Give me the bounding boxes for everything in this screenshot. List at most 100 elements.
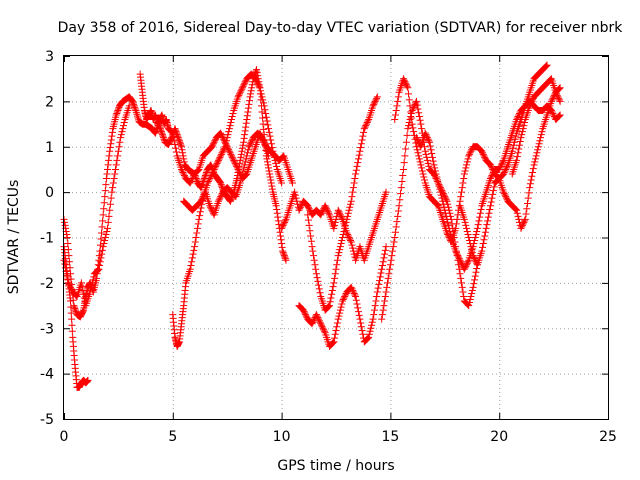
data-point-marker [318,323,326,331]
data-point-marker [248,81,256,89]
data-point-marker [377,269,385,277]
data-point-marker [217,193,225,201]
data-point-marker [278,179,286,187]
data-point-marker [231,192,239,200]
data-point-marker [521,215,529,223]
data-point-marker [342,218,350,226]
data-point-marker [101,193,109,201]
data-point-marker [193,224,201,232]
data-point-marker [461,264,469,272]
data-point-marker [367,324,375,332]
data-point-marker [516,109,524,117]
data-point-marker [256,84,264,92]
data-point-marker [457,258,465,266]
data-point-marker [475,217,483,225]
data-point-marker [98,229,106,237]
data-point-marker [402,81,410,89]
data-point-marker [462,221,470,229]
data-point-marker [323,205,331,213]
data-point-marker [331,270,339,278]
data-point-marker [238,85,246,93]
data-point-marker [172,148,180,156]
data-point-marker [336,211,344,219]
data-point-marker [489,190,497,198]
data-point-marker [274,217,282,225]
data-point-marker [434,201,442,209]
data-point-marker [107,136,115,144]
data-point-marker [349,184,357,192]
data-point-marker [291,188,299,196]
data-point-marker [518,128,526,136]
data-point-marker [364,117,372,125]
data-point-marker [310,252,318,260]
data-point-marker [483,221,491,229]
series-track-6 [180,129,296,219]
data-point-marker [320,326,328,334]
data-point-marker [511,205,519,213]
data-point-marker [364,334,372,342]
data-point-marker [471,234,479,241]
data-point-marker [455,253,463,261]
data-point-marker [350,289,358,297]
data-point-marker [442,196,450,204]
data-point-marker [197,204,205,212]
data-point-marker [279,221,287,229]
data-point-marker [461,167,469,175]
data-point-marker [405,96,413,104]
data-point-marker [278,240,286,248]
data-point-marker [108,132,116,140]
data-point-marker [268,182,276,190]
data-point-marker [98,223,106,231]
data-point-marker [361,123,369,131]
data-point-marker [226,122,234,130]
data-point-marker [210,138,218,146]
data-point-marker [228,194,236,202]
data-point-marker [211,137,219,145]
data-point-marker [176,138,184,146]
data-point-marker [178,146,186,154]
data-point-marker [515,215,523,223]
data-point-marker [333,323,341,331]
data-point-marker [469,283,477,291]
data-point-marker [468,249,476,257]
data-point-marker [513,153,521,161]
data-point-marker [339,297,347,305]
data-point-marker [517,224,525,232]
data-point-marker [101,234,109,241]
data-point-marker [434,176,442,184]
data-point-marker [325,302,333,310]
data-point-marker [214,158,222,166]
data-point-marker [61,221,69,229]
data-point-marker [267,140,275,148]
data-point-marker [477,206,485,214]
data-point-marker [328,290,336,298]
data-point-marker [516,137,524,145]
data-point-marker [496,164,504,172]
data-point-marker [218,182,226,190]
data-point-marker [180,155,188,163]
data-point-marker [428,153,436,161]
data-point-marker [452,247,460,255]
data-point-marker [67,297,75,305]
data-point-marker [88,282,96,290]
data-point-marker [259,137,267,145]
data-point-marker [463,259,471,267]
data-point-marker [442,209,450,217]
data-point-marker [513,114,521,122]
data-point-marker [188,254,196,262]
data-point-marker [207,205,215,213]
data-point-marker [198,182,206,190]
data-point-marker [359,132,367,140]
data-point-marker [481,228,489,236]
data-point-marker [549,109,557,117]
x-tick-label: 20 [490,429,508,445]
data-point-marker [355,151,363,159]
data-point-marker [441,206,449,214]
series-track-12 [413,97,564,273]
data-point-marker [196,208,204,216]
data-point-marker [274,213,282,221]
data-point-marker [348,241,356,249]
data-point-marker [392,106,400,114]
data-point-marker [324,303,332,311]
data-point-marker [381,246,389,254]
